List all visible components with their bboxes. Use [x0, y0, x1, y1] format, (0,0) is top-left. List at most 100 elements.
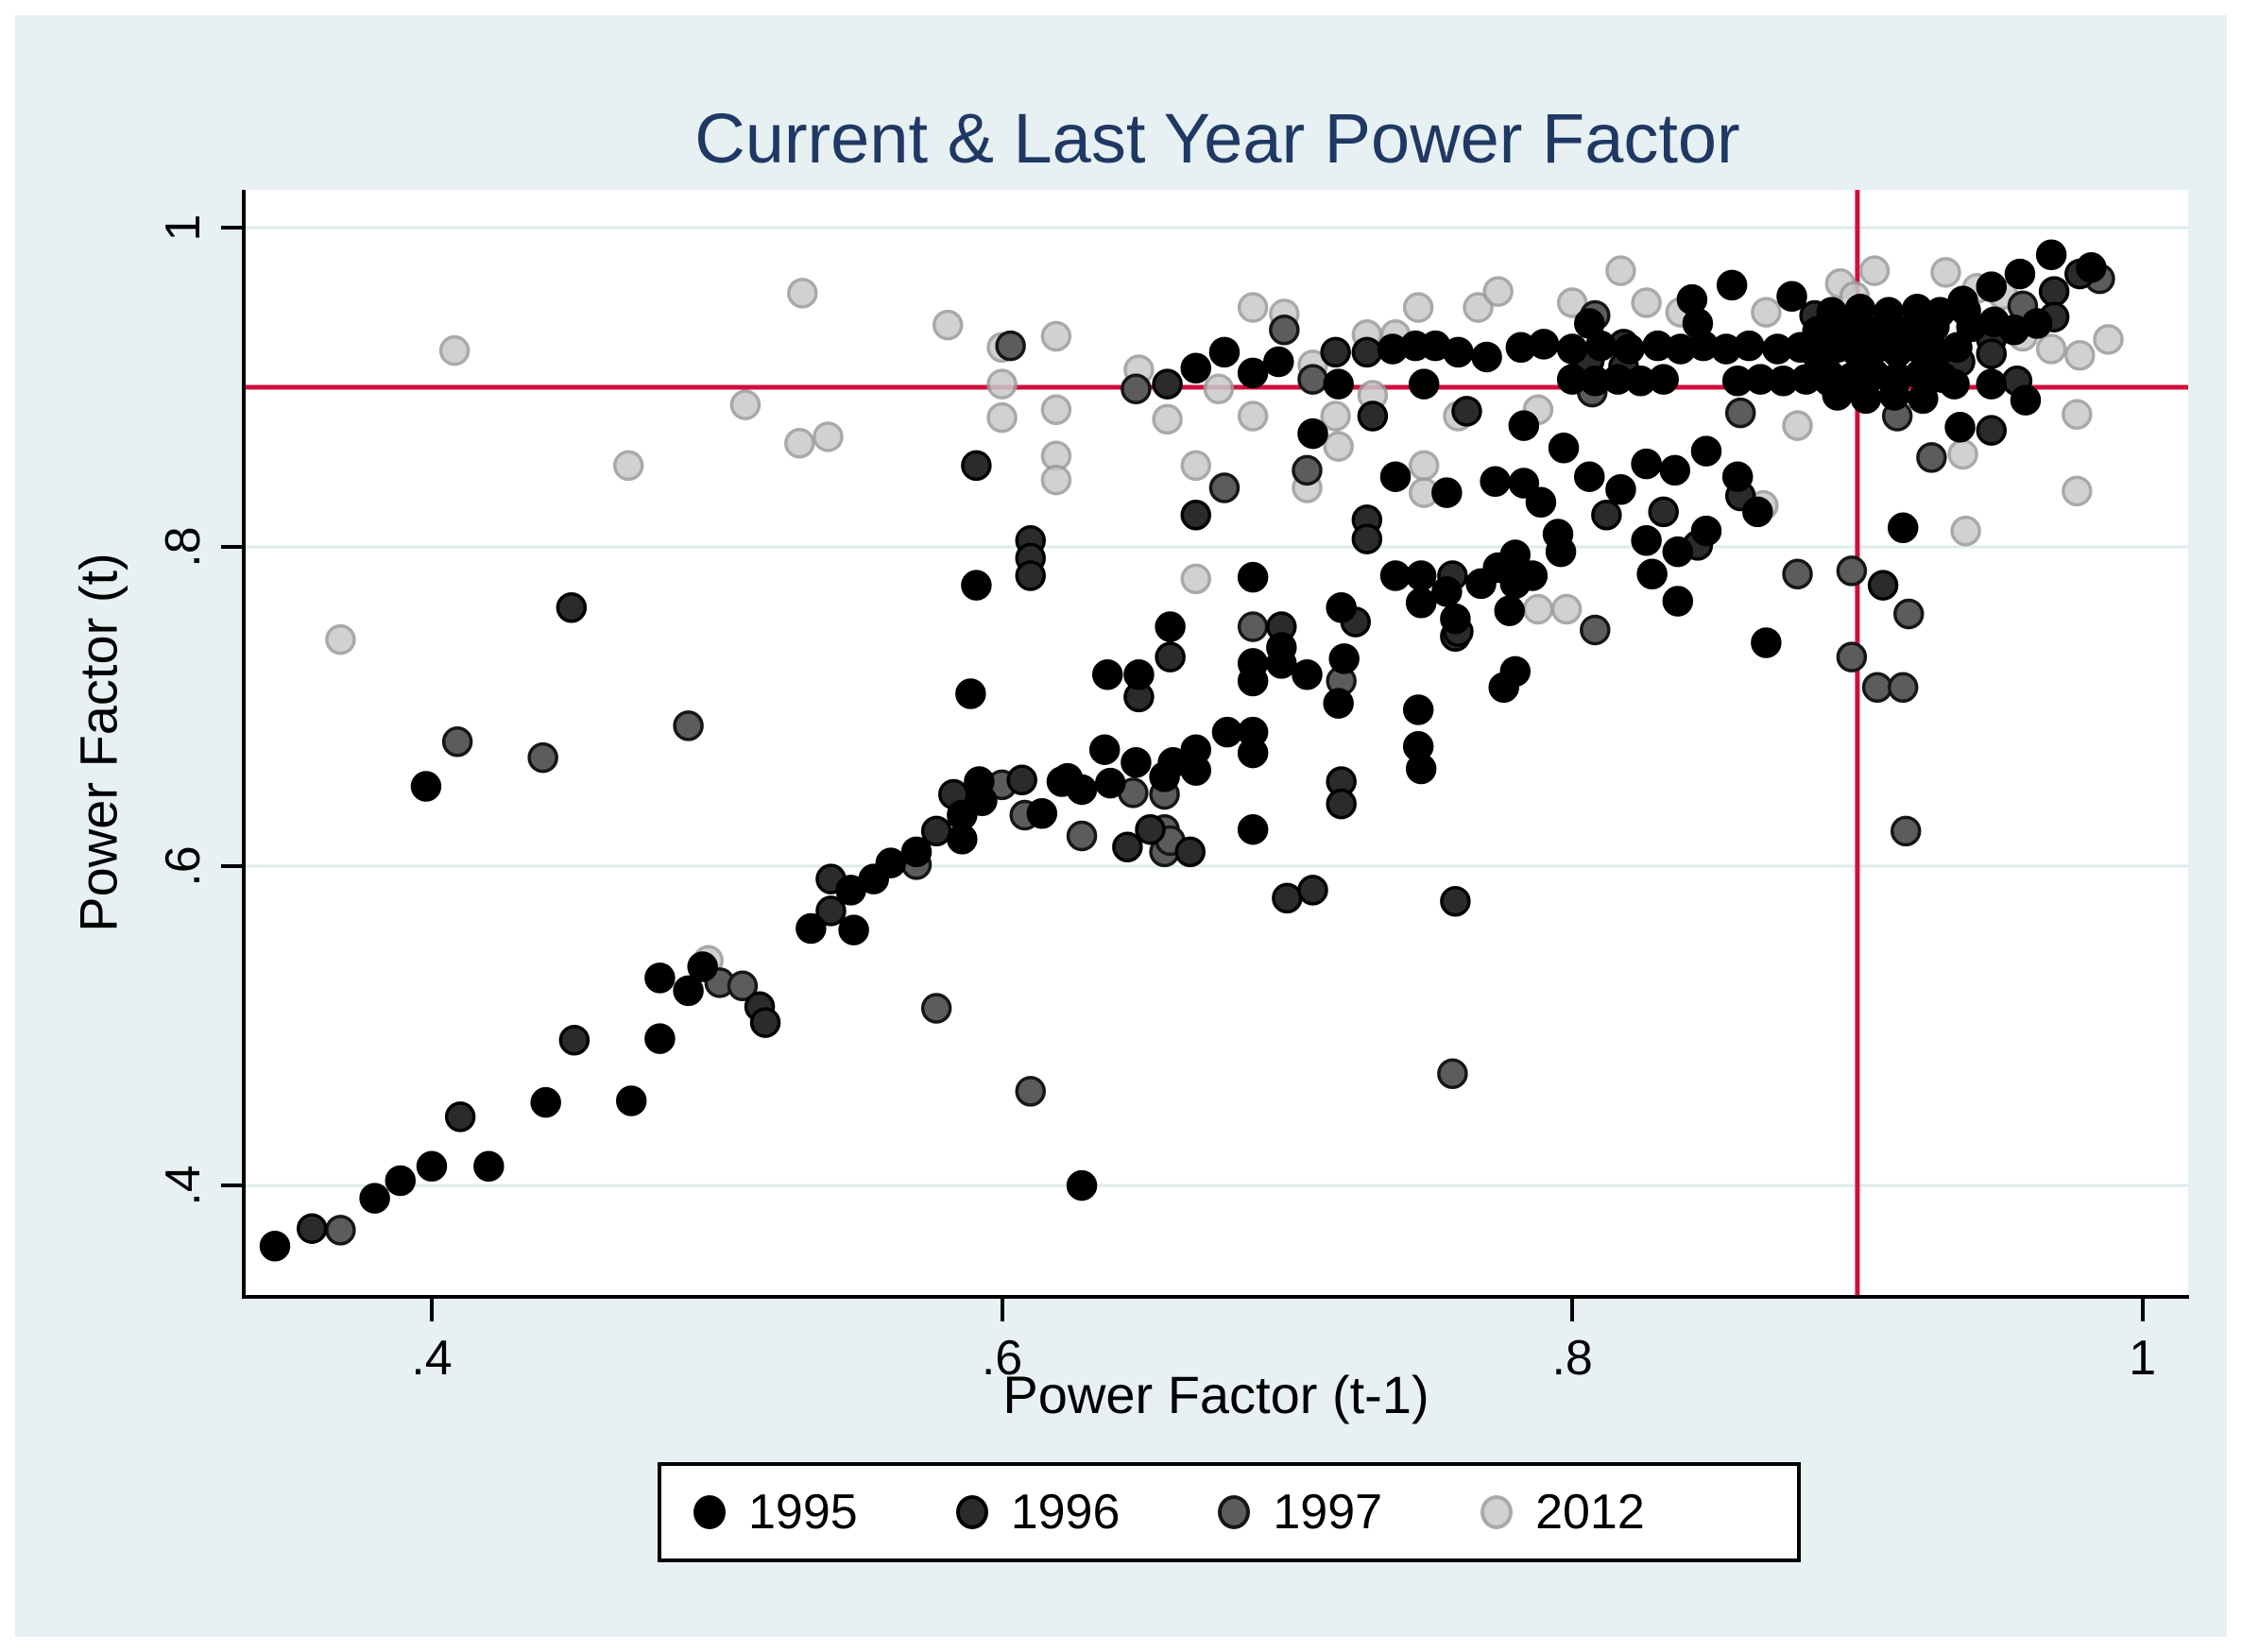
data-point-2012 — [1040, 464, 1072, 496]
data-point-2012 — [1152, 403, 1183, 435]
data-point-1996 — [1867, 570, 1899, 601]
data-point-1995 — [1908, 383, 1939, 415]
data-point-1996 — [1272, 882, 1303, 914]
data-point-1995 — [687, 951, 718, 982]
data-point-2012 — [1858, 255, 1891, 286]
data-point-2012 — [2035, 333, 2067, 365]
data-point-1995 — [1180, 734, 1212, 765]
data-point-2012 — [2062, 475, 2093, 507]
data-point-1995 — [1721, 461, 1754, 492]
data-point-1997 — [325, 1215, 356, 1246]
data-point-1995 — [1844, 293, 1876, 325]
data-point-1995 — [1556, 333, 1588, 365]
data-point-1995 — [1548, 433, 1580, 464]
data-point-1995 — [1508, 468, 1540, 499]
data-point-2012 — [1930, 257, 1961, 288]
x-tick-label: 1 — [2129, 1331, 2157, 1386]
data-point-1995 — [615, 1085, 647, 1116]
data-point-1996 — [1297, 875, 1328, 906]
data-point-1995 — [1326, 592, 1357, 623]
data-point-1995 — [1292, 659, 1323, 690]
data-point-1996 — [1174, 836, 1206, 868]
data-point-1996 — [1320, 336, 1351, 368]
data-point-1995 — [1976, 271, 2008, 302]
data-point-1997 — [1208, 472, 1241, 503]
data-point-2012 — [784, 427, 815, 459]
data-point-1997 — [1121, 373, 1152, 404]
data-point-1995 — [1066, 1169, 1098, 1201]
chart-title: Current & Last Year Power Factor — [694, 99, 1740, 178]
data-point-1995 — [961, 570, 992, 601]
y-tick-mark — [221, 545, 244, 550]
data-point-1995 — [1525, 486, 1557, 518]
data-point-1995 — [1873, 297, 1905, 328]
data-point-1995 — [1662, 586, 1694, 617]
x-axis-line — [242, 1295, 2189, 1299]
data-point-1997 — [995, 330, 1026, 362]
data-point-1996 — [556, 592, 588, 623]
data-point-1997 — [1292, 454, 1323, 486]
data-point-1995 — [1328, 643, 1360, 674]
data-point-1995 — [1208, 336, 1241, 368]
data-point-1996 — [1155, 641, 1186, 673]
data-point-1996 — [1135, 813, 1166, 845]
data-point-1996 — [1326, 788, 1357, 820]
data-point-1995 — [1942, 332, 1973, 364]
legend-marker-1997 — [1218, 1495, 1251, 1529]
data-point-1996 — [1015, 560, 1046, 591]
data-point-1995 — [1690, 515, 1722, 547]
data-point-1997 — [1015, 1076, 1046, 1107]
data-point-1995 — [1573, 308, 1605, 339]
data-point-1995 — [1742, 496, 1773, 528]
data-point-2012 — [325, 623, 356, 656]
data-point-1996 — [2038, 276, 2070, 307]
data-point-1995 — [673, 975, 704, 1007]
data-point-1995 — [1573, 461, 1605, 492]
data-point-2012 — [2093, 324, 2124, 355]
data-point-1995 — [2021, 308, 2053, 339]
data-point-1995 — [1431, 576, 1463, 607]
data-point-2012 — [1040, 320, 1072, 352]
data-point-1995 — [1494, 595, 1525, 626]
legend-marker-1995 — [693, 1495, 726, 1529]
data-point-2012 — [1320, 400, 1351, 432]
data-point-1996 — [1180, 500, 1212, 531]
data-point-1995 — [1237, 357, 1269, 389]
data-point-2012 — [2064, 340, 2096, 371]
data-point-1995 — [1648, 364, 1679, 395]
data-point-2012 — [1522, 593, 1554, 625]
data-point-1996 — [1112, 831, 1143, 863]
data-point-1995 — [1237, 813, 1269, 845]
data-point-1995 — [1631, 448, 1662, 480]
plot-area — [245, 190, 2188, 1295]
data-point-1995 — [1508, 410, 1540, 441]
data-point-2012 — [1180, 563, 1212, 595]
data-point-1995 — [1944, 412, 1976, 443]
data-point-1996 — [815, 895, 847, 927]
legend-marker-2012 — [1480, 1495, 1514, 1529]
data-point-2012 — [1323, 431, 1354, 462]
data-point-1995 — [1379, 560, 1412, 591]
data-point-1997 — [1724, 397, 1756, 429]
data-point-1997 — [1890, 815, 1922, 847]
legend-entry-1996: 1996 — [955, 1484, 1120, 1541]
data-point-1995 — [1297, 417, 1328, 450]
x-tick-label: .4 — [411, 1331, 453, 1386]
data-point-1997 — [1782, 558, 1813, 590]
data-point-2012 — [1550, 593, 1583, 625]
data-point-1995 — [1066, 774, 1098, 806]
data-point-1995 — [2035, 239, 2067, 271]
data-point-2012 — [1237, 400, 1269, 432]
data-point-1995 — [796, 912, 827, 945]
data-point-2012 — [1605, 255, 1636, 286]
y-tick-mark — [221, 864, 244, 869]
data-point-1996 — [1152, 368, 1183, 400]
data-point-1995 — [416, 1150, 448, 1183]
data-point-1995 — [1690, 435, 1722, 467]
data-point-1996 — [296, 1213, 328, 1244]
data-point-1995 — [955, 678, 986, 709]
data-point-1996 — [444, 1101, 476, 1133]
data-point-1995 — [967, 785, 998, 817]
data-point-2012 — [438, 334, 471, 366]
